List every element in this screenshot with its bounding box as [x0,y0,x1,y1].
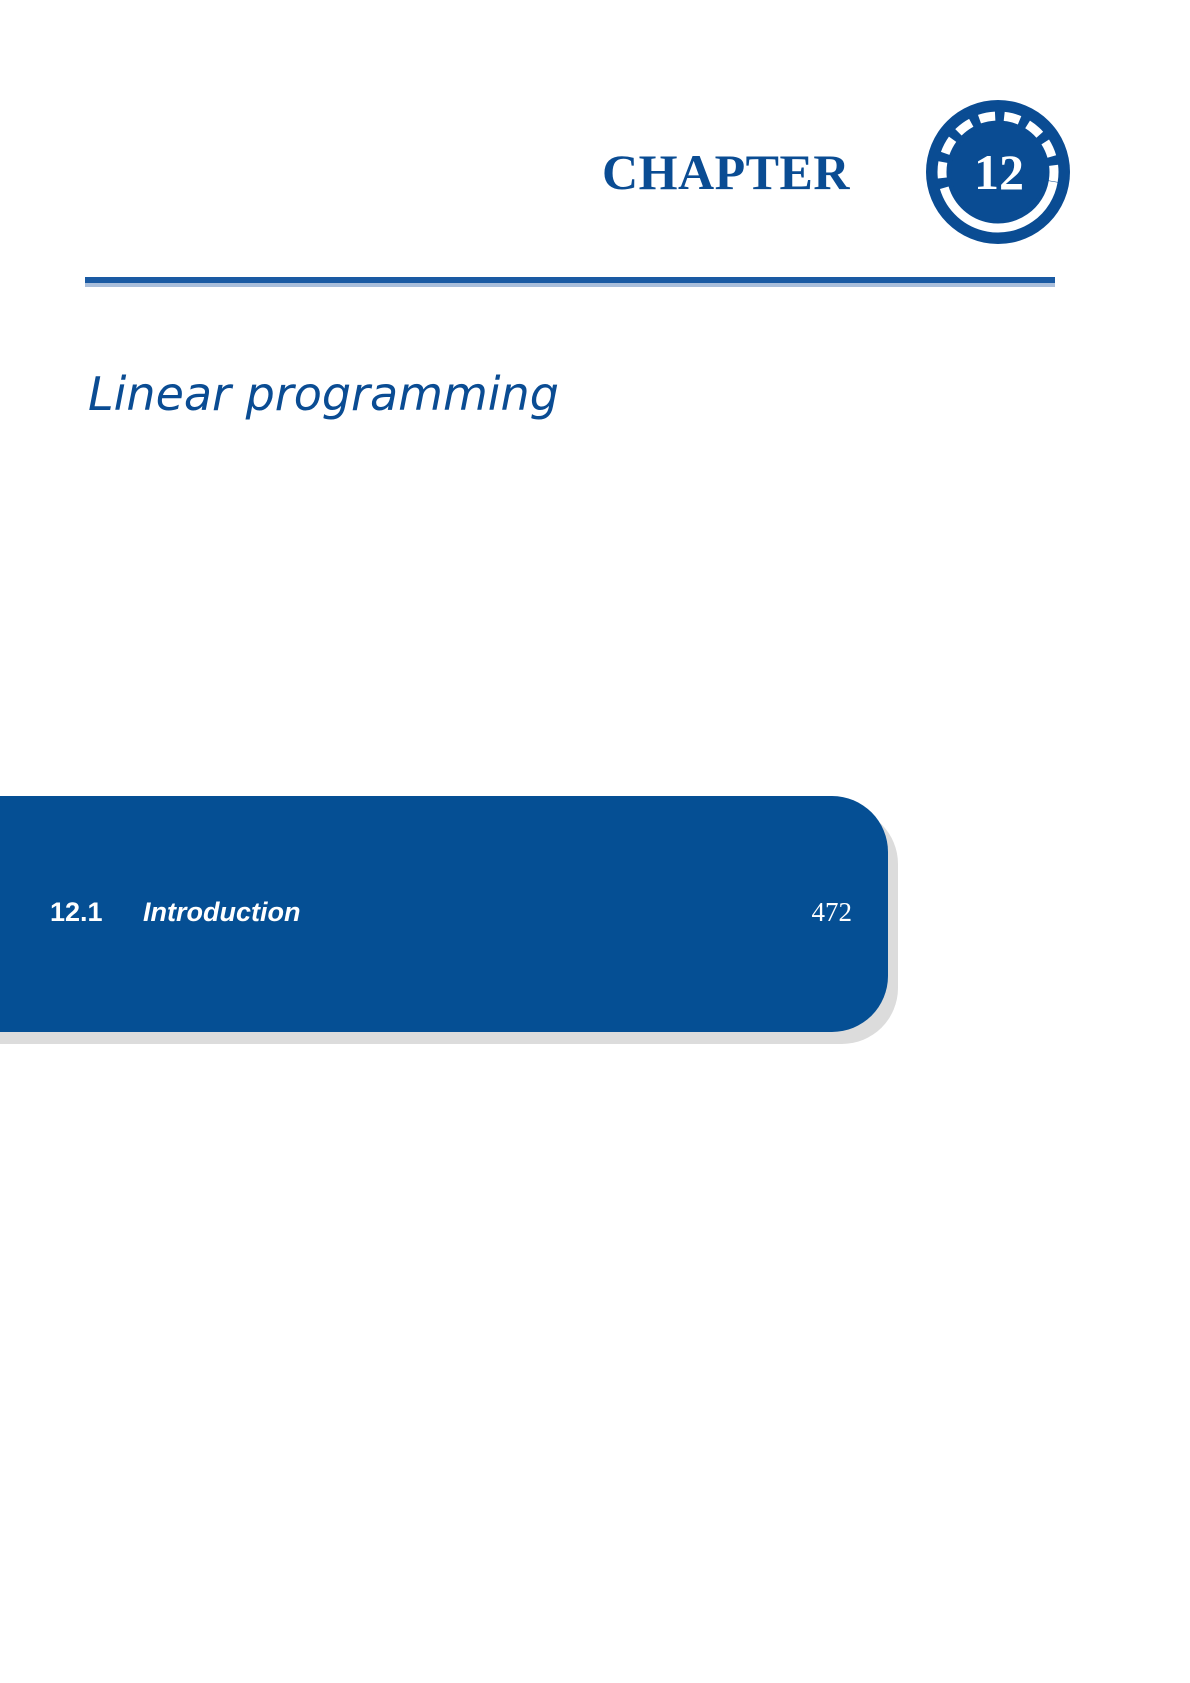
contents-entry-number: 12.1 [50,897,103,927]
contents-panel [0,796,888,1032]
chapter-number: 12 [974,144,1024,200]
chapter-badge-ring-icon [926,100,1070,244]
chapter-title: Linear programming [88,367,559,421]
chapter-number-badge: 12 [925,99,1071,245]
contents-entry-title[interactable]: Introduction [143,897,301,927]
header-rule-shadow [85,283,1055,287]
contents-entry-page: 472 [811,897,853,927]
header-rule [85,277,1055,283]
chapter-label: CHAPTER [602,144,850,200]
